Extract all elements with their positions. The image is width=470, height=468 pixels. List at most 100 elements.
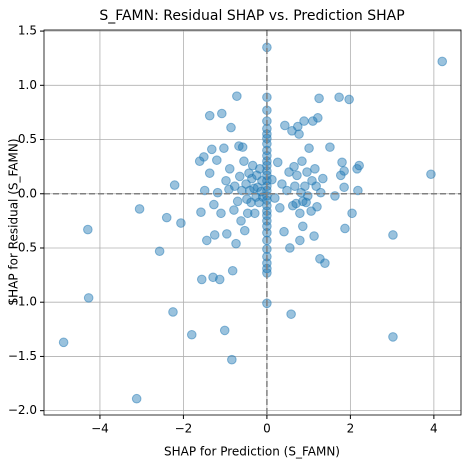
- point: [280, 120, 290, 131]
- y-tick-label: 0.0: [18, 186, 37, 200]
- point: [312, 201, 322, 212]
- point: [169, 180, 180, 190]
- point: [267, 174, 277, 185]
- point: [279, 226, 289, 237]
- point: [302, 167, 312, 177]
- point: [221, 175, 231, 186]
- point: [209, 230, 220, 240]
- point: [437, 56, 448, 67]
- point: [297, 221, 308, 232]
- point: [272, 157, 283, 168]
- y-tick-label: −0.5: [8, 240, 37, 254]
- point: [347, 208, 357, 219]
- x-axis-label: SHAP for Prediction (S_FAMN): [164, 445, 340, 459]
- x-tick-label: 2: [347, 422, 355, 436]
- point: [282, 185, 292, 196]
- y-axis-label: SHAP for Residual (S_FAMN): [7, 138, 21, 305]
- point: [212, 187, 223, 198]
- point: [320, 258, 330, 268]
- point: [217, 108, 227, 119]
- point: [134, 204, 145, 214]
- point: [58, 337, 69, 348]
- point: [354, 160, 364, 171]
- y-tick-label: 1.5: [18, 24, 37, 38]
- point: [303, 191, 313, 201]
- point: [239, 156, 249, 167]
- point: [219, 325, 230, 336]
- x-tick-label: 4: [430, 422, 438, 436]
- point: [196, 274, 207, 285]
- plot-frame: [43, 29, 462, 416]
- x-tick-label: 0: [263, 422, 271, 436]
- chart-title: S_FAMN: Residual SHAP vs. Prediction SHA…: [99, 8, 404, 24]
- point: [286, 309, 296, 319]
- point: [290, 181, 300, 191]
- point: [310, 164, 320, 174]
- point: [325, 142, 335, 152]
- point: [204, 110, 215, 121]
- point: [313, 113, 323, 123]
- y-tick-label: −1.5: [8, 349, 37, 363]
- point: [318, 173, 328, 184]
- point: [311, 181, 321, 191]
- point: [295, 208, 305, 219]
- point: [292, 170, 302, 181]
- point: [247, 173, 257, 184]
- point: [234, 171, 245, 182]
- x-tick-label: −2: [175, 422, 193, 436]
- point: [239, 225, 250, 236]
- point: [339, 166, 349, 176]
- point: [277, 179, 287, 189]
- point: [219, 143, 229, 154]
- point: [176, 218, 186, 228]
- point: [353, 185, 363, 196]
- point: [270, 193, 280, 203]
- point: [222, 229, 232, 239]
- point: [207, 144, 217, 155]
- point: [199, 185, 210, 196]
- point: [229, 205, 239, 215]
- point: [216, 208, 226, 219]
- point: [227, 265, 238, 276]
- point: [212, 155, 222, 165]
- point: [292, 121, 303, 132]
- point: [209, 199, 219, 210]
- point: [300, 181, 310, 191]
- point: [204, 168, 215, 178]
- point: [344, 94, 354, 105]
- point: [242, 208, 253, 219]
- point: [304, 143, 314, 154]
- point: [388, 332, 398, 342]
- point: [309, 231, 319, 241]
- y-tick-label: −1.0: [8, 295, 37, 309]
- point: [297, 156, 307, 167]
- point: [426, 169, 436, 180]
- point: [237, 142, 248, 152]
- point: [131, 393, 142, 404]
- point: [308, 116, 318, 126]
- point: [154, 246, 165, 257]
- point: [314, 93, 324, 104]
- y-tick-label: −2.0: [8, 403, 37, 417]
- point: [236, 216, 246, 226]
- point: [330, 191, 340, 201]
- point: [83, 224, 93, 235]
- point: [231, 238, 241, 249]
- point: [275, 203, 285, 213]
- point: [196, 207, 206, 217]
- point: [232, 196, 243, 207]
- point: [199, 152, 209, 162]
- point: [334, 92, 344, 103]
- point: [214, 274, 225, 285]
- point: [294, 129, 304, 139]
- point: [340, 223, 350, 234]
- point: [83, 293, 94, 303]
- point: [315, 187, 326, 198]
- y-tick-label: 1.0: [18, 78, 37, 92]
- point: [201, 235, 212, 246]
- point: [295, 235, 305, 246]
- point: [289, 161, 299, 172]
- point: [285, 243, 295, 253]
- point: [229, 181, 240, 191]
